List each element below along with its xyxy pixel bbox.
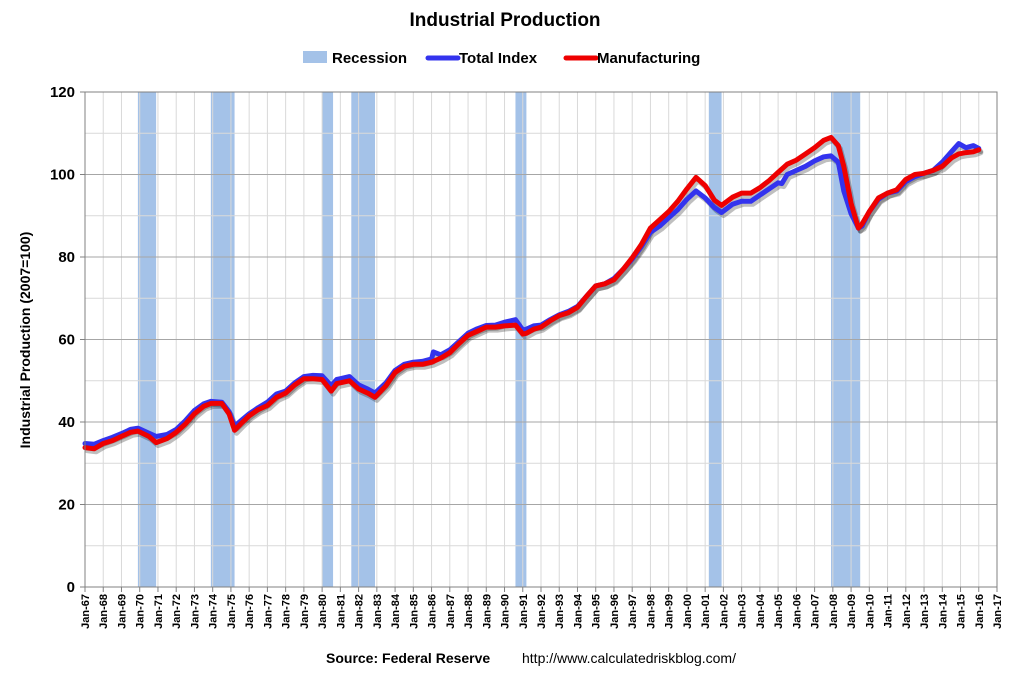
x-tick-label-9: Jan-75 xyxy=(226,594,238,629)
x-tick-label-22: Jan-88 xyxy=(463,594,475,629)
x-tick-label-43: Jan-09 xyxy=(846,594,858,629)
x-tick-label-50: Jan-16 xyxy=(974,594,986,629)
x-tick-label-36: Jan-02 xyxy=(718,594,730,629)
source-url: http://www.calculatedriskblog.com/ xyxy=(522,650,736,666)
y-axis-ticks: 0 20 40 60 80 100 120 xyxy=(50,84,85,596)
x-tick-label-12: Jan-78 xyxy=(281,594,293,629)
legend: Recession Total Index Manufacturing xyxy=(303,50,700,67)
x-tick-label-26: Jan-92 xyxy=(536,594,548,629)
x-tick-label-39: Jan-05 xyxy=(773,594,785,629)
x-tick-label-23: Jan-89 xyxy=(481,594,493,629)
x-tick-label-24: Jan-90 xyxy=(500,594,512,629)
x-tick-label-5: Jan-71 xyxy=(153,594,165,629)
x-tick-label-10: Jan-76 xyxy=(244,594,256,629)
x-tick-label-41: Jan-07 xyxy=(810,594,822,629)
x-tick-label-49: Jan-15 xyxy=(956,594,968,629)
legend-label-manufacturing: Manufacturing xyxy=(597,50,700,67)
x-tick-label-6: Jan-72 xyxy=(171,594,183,629)
x-tick-label-33: Jan-99 xyxy=(664,594,676,629)
x-tick-label-11: Jan-77 xyxy=(262,594,274,629)
x-tick-label-2: Jan-68 xyxy=(98,594,110,629)
x-tick-label-17: Jan-83 xyxy=(372,594,384,629)
series-layer xyxy=(82,134,984,455)
y-tick-label-40: 40 xyxy=(58,414,75,431)
x-tick-label-15: Jan-81 xyxy=(335,594,347,629)
x-tick-label-48: Jan-14 xyxy=(937,593,949,629)
x-tick-label-47: Jan-13 xyxy=(919,594,931,629)
x-tick-label-3: Jan-69 xyxy=(117,594,129,629)
x-tick-label-28: Jan-94 xyxy=(573,593,585,629)
y-tick-label-80: 80 xyxy=(58,249,75,266)
y-axis-label: Industrial Production (2007=100) xyxy=(17,232,33,449)
y-tick-label-100: 100 xyxy=(50,167,75,184)
x-tick-label-31: Jan-97 xyxy=(627,594,639,629)
x-tick-label-40: Jan-06 xyxy=(791,594,803,629)
x-tick-label-16: Jan-82 xyxy=(354,594,366,629)
legend-swatch-recession xyxy=(303,51,327,63)
x-axis-ticks: Jan-67 Jan-68 Jan-69 Jan-70 Jan-71 Jan-72 Jan-… xyxy=(80,587,1004,629)
x-tick-label-44: Jan-10 xyxy=(864,594,876,629)
x-tick-label-29: Jan-95 xyxy=(591,594,603,629)
x-tick-label-30: Jan-96 xyxy=(609,594,621,629)
x-tick-label-45: Jan-11 xyxy=(883,594,895,628)
x-tick-label-25: Jan-91 xyxy=(518,594,530,629)
x-tick-label-13: Jan-79 xyxy=(299,594,311,629)
x-tick-label-27: Jan-93 xyxy=(554,594,566,629)
x-tick-label-7: Jan-73 xyxy=(189,594,201,629)
x-tick-label-38: Jan-04 xyxy=(755,593,767,629)
x-tick-label-20: Jan-86 xyxy=(427,594,439,629)
y-tick-label-60: 60 xyxy=(58,332,75,349)
y-tick-label-120: 120 xyxy=(50,84,75,101)
x-tick-label-51: Jan-17 xyxy=(992,594,1004,629)
legend-label-total-index: Total Index xyxy=(459,50,538,67)
x-tick-label-46: Jan-12 xyxy=(901,594,913,629)
chart-title: Industrial Production xyxy=(409,10,600,31)
x-tick-label-1: Jan-67 xyxy=(80,594,92,629)
x-tick-label-19: Jan-85 xyxy=(408,594,420,629)
y-tick-label-20: 20 xyxy=(58,497,75,514)
x-tick-label-34: Jan-00 xyxy=(682,594,694,629)
x-tick-label-8: Jan-74 xyxy=(208,593,220,629)
x-tick-label-32: Jan-98 xyxy=(645,594,657,629)
source-label: Source: Federal Reserve xyxy=(326,650,490,666)
x-tick-label-35: Jan-01 xyxy=(700,594,712,629)
x-tick-label-37: Jan-03 xyxy=(737,594,749,629)
x-tick-label-18: Jan-84 xyxy=(390,593,402,629)
x-tick-label-21: Jan-87 xyxy=(445,594,457,629)
x-tick-label-4: Jan-70 xyxy=(135,594,147,629)
x-tick-label-14: Jan-80 xyxy=(317,594,329,629)
series-line-manufacturing xyxy=(82,134,982,452)
legend-label-recession: Recession xyxy=(332,50,407,67)
x-tick-label-42: Jan-08 xyxy=(828,594,840,629)
y-tick-label-0: 0 xyxy=(67,579,75,596)
